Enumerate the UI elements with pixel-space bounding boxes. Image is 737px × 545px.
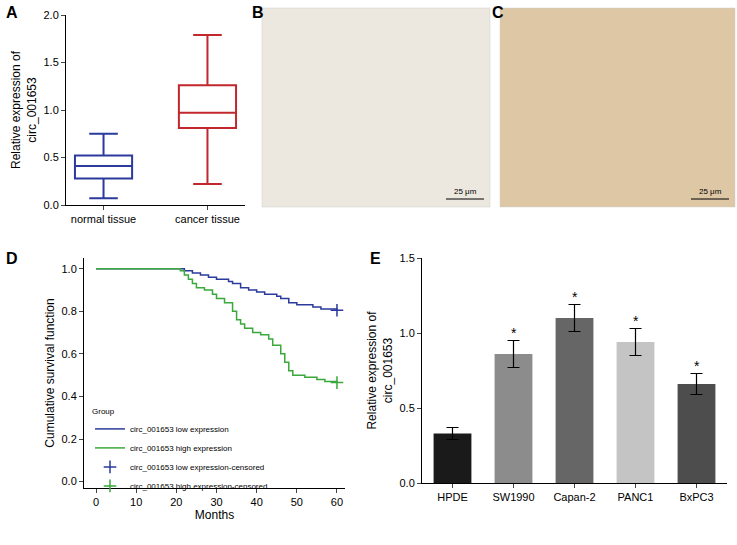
svg-text:A: A (6, 4, 18, 21)
svg-text:Cumulative survival function: Cumulative survival function (43, 298, 57, 447)
svg-text:circ_001653 high expression-ce: circ_001653 high expression-censored (130, 482, 267, 491)
svg-text:1.5: 1.5 (400, 252, 415, 264)
svg-text:*: * (572, 289, 578, 305)
svg-text:25 μm: 25 μm (454, 187, 477, 196)
svg-text:C: C (492, 4, 504, 21)
svg-text:*: * (633, 313, 639, 329)
svg-text:BxPC3: BxPC3 (679, 491, 713, 503)
svg-text:E: E (370, 250, 381, 267)
svg-text:60: 60 (331, 496, 343, 508)
svg-text:PANC1: PANC1 (618, 491, 654, 503)
svg-text:B: B (252, 4, 264, 21)
svg-text:0.0: 0.0 (400, 477, 415, 489)
svg-text:1.0: 1.0 (44, 104, 59, 116)
svg-text:25 μm: 25 μm (699, 187, 722, 196)
svg-text:D: D (6, 250, 18, 267)
svg-text:*: * (511, 325, 517, 341)
svg-text:circ_001653 low expression-cen: circ_001653 low expression-censored (130, 463, 264, 472)
svg-text:Capan-2: Capan-2 (553, 491, 595, 503)
svg-text:Relative expression ofcirc_001: Relative expression ofcirc_001653 (365, 311, 395, 430)
svg-text:Group: Group (92, 407, 115, 416)
svg-text:2.0: 2.0 (44, 9, 59, 21)
svg-text:10: 10 (130, 496, 142, 508)
svg-text:normal tissue: normal tissue (71, 213, 136, 225)
svg-text:40: 40 (251, 496, 263, 508)
svg-text:HPDE: HPDE (437, 491, 468, 503)
svg-text:Months: Months (195, 508, 234, 522)
svg-text:0.4: 0.4 (62, 390, 77, 402)
svg-text:0.0: 0.0 (62, 475, 77, 487)
svg-text:*: * (694, 358, 700, 374)
svg-text:1.5: 1.5 (44, 56, 59, 68)
svg-text:SW1990: SW1990 (492, 491, 534, 503)
svg-text:1.0: 1.0 (400, 327, 415, 339)
svg-text:Relative expression ofcirc_001: Relative expression ofcirc_001653 (9, 50, 39, 169)
svg-text:0.8: 0.8 (62, 305, 77, 317)
svg-text:30: 30 (210, 496, 222, 508)
svg-text:0.0: 0.0 (44, 199, 59, 211)
svg-text:0.5: 0.5 (400, 402, 415, 414)
svg-text:50: 50 (291, 496, 303, 508)
svg-text:1.0: 1.0 (62, 263, 77, 275)
svg-text:cancer tissue: cancer tissue (175, 213, 240, 225)
svg-text:circ_001653 low expression: circ_001653 low expression (130, 425, 229, 434)
svg-text:0.2: 0.2 (62, 433, 77, 445)
svg-text:circ_001653 high expression: circ_001653 high expression (130, 444, 232, 453)
svg-text:0: 0 (93, 496, 99, 508)
svg-text:0.6: 0.6 (62, 348, 77, 360)
svg-text:20: 20 (170, 496, 182, 508)
svg-text:0.5: 0.5 (44, 151, 59, 163)
